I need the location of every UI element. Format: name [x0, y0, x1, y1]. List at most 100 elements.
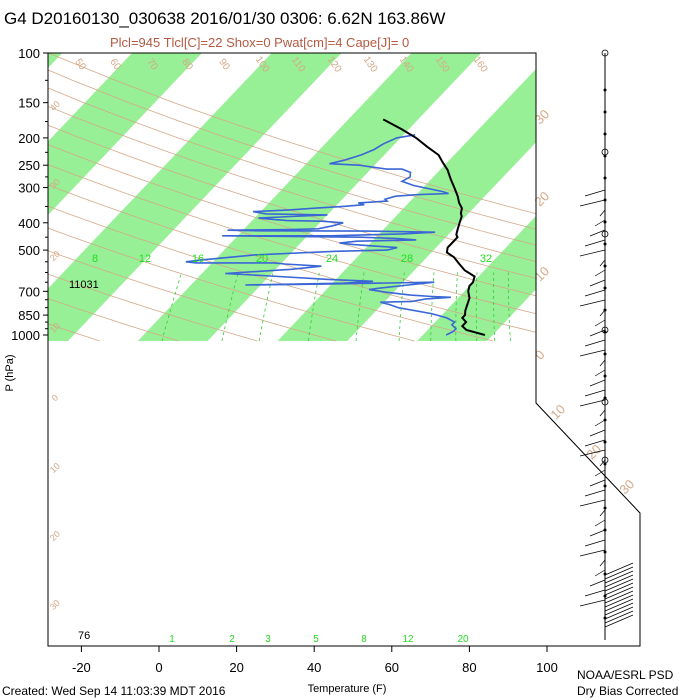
mixing-ratio-label: 1 [169, 634, 175, 645]
mixing-ratio-label: 12 [139, 253, 151, 265]
wind-barb [579, 199, 606, 207]
dry-adiabat-line [48, 273, 258, 342]
temperature-line [382, 118, 486, 336]
mixing-ratio-line [355, 272, 365, 342]
wind-barb [604, 606, 634, 620]
wind-barb [594, 569, 606, 577]
y-tick-label: 150 [18, 96, 40, 111]
isotherm-bands [48, 53, 536, 341]
dry-adiabat-line [48, 227, 415, 342]
wind-barb [604, 570, 634, 584]
mixing-ratio-label: 3 [265, 634, 271, 645]
isotherm-label: 20 [48, 249, 62, 263]
height-label-1000: 76 [78, 630, 90, 642]
wind-barb [604, 594, 634, 608]
wind-dot [603, 88, 607, 92]
created-timestamp: Created: Wed Sep 14 11:03:39 MDT 2016 [2, 684, 226, 698]
wind-dot [603, 176, 607, 180]
isotherm-band [556, 53, 640, 341]
dewpoint-line [185, 134, 458, 336]
wind-profile [579, 49, 634, 640]
wind-dot [603, 264, 607, 268]
wind-barb [584, 389, 606, 397]
wind-barb [604, 598, 634, 612]
wind-barb [589, 279, 606, 287]
isotherm-band [277, 68, 536, 341]
x-tick-label: 0 [155, 660, 162, 675]
isotherm-label: 20 [583, 441, 604, 462]
wind-barb [599, 559, 606, 567]
isotherm-label: 20 [531, 188, 552, 209]
plot-frame [47, 52, 641, 647]
isotherm-label: 30 [616, 476, 637, 497]
wind-dot [603, 594, 607, 598]
y-tick-label: 700 [18, 284, 40, 299]
mixing-ratio-label: 2 [229, 634, 235, 645]
isotherm-band [48, 53, 342, 341]
wind-barb [579, 449, 606, 457]
wind-barb [599, 509, 606, 517]
y-axis-label: P (hPa) [4, 354, 16, 391]
x-tick-label: 100 [536, 660, 558, 675]
mixing-ratio-line [430, 272, 435, 342]
wind-barb [599, 409, 606, 417]
wind-dot [603, 462, 607, 466]
wind-barb [604, 582, 634, 596]
wind-dot [603, 396, 607, 400]
x-tick-label: 80 [462, 660, 476, 675]
org-label: NOAA/ESRL PSD [577, 668, 674, 682]
wind-barb [579, 249, 606, 257]
wind-dot [603, 220, 607, 224]
wind-barb [604, 590, 634, 604]
mixing-ratio-line [507, 272, 511, 342]
isotherm-label: 0 [532, 347, 548, 363]
wind-dot [603, 616, 607, 620]
wind-barb [589, 429, 606, 437]
x-axis-label: Temperature (F) [308, 683, 387, 695]
wind-dot [603, 242, 607, 246]
mixing-ratio-line [221, 272, 239, 342]
y-tick-label: 400 [18, 216, 40, 231]
wind-dot [603, 154, 607, 158]
wind-barb [579, 349, 606, 357]
wind-barb [584, 189, 606, 197]
wind-barb [589, 229, 606, 237]
y-tick-label: 100 [18, 46, 40, 61]
wind-barb [594, 369, 606, 377]
wind-barb [579, 499, 606, 507]
dry-adiabat-label: 50 [72, 57, 88, 73]
mixing-ratio-line [475, 272, 478, 342]
x-tick-label: 60 [385, 660, 399, 675]
wind-barb [584, 439, 606, 447]
mixing-ratio-label: 20 [457, 634, 469, 645]
isotherm-label: 0 [50, 393, 61, 404]
dry-adiabat-line [48, 298, 179, 342]
dry-adiabat-line [48, 69, 536, 230]
wind-dot [603, 506, 607, 510]
isotherm-label: 20 [48, 529, 62, 543]
wind-barb [579, 299, 606, 307]
wind-dot [603, 132, 607, 136]
isotherm-band [48, 53, 202, 215]
wind-barb [584, 289, 606, 297]
chart-title: G4 D20160130_030638 2016/01/30 0306: 6.6… [4, 9, 445, 28]
dry-adiabat-line [48, 164, 536, 315]
calm-circle [601, 49, 609, 57]
mixing-ratio-label: 24 [326, 253, 338, 265]
isotherm-label: 10 [48, 461, 62, 475]
dry-adiabat-line [48, 144, 536, 297]
dry-adiabat-line [48, 105, 536, 262]
mixing-ratio-line [398, 272, 405, 342]
wind-barb [589, 529, 606, 537]
dry-adiabat-line [48, 87, 536, 246]
y-tick-label: 1000 [11, 328, 40, 343]
dry-adiabat-line [48, 53, 536, 215]
mixing-ratio-line [493, 272, 496, 342]
wind-barb [579, 399, 606, 407]
mixing-ratio-line [455, 272, 458, 342]
mixing-ratio-label: 16 [192, 253, 204, 265]
wind-barb [599, 259, 606, 267]
wind-barb [604, 566, 634, 580]
wind-dot [603, 374, 607, 378]
